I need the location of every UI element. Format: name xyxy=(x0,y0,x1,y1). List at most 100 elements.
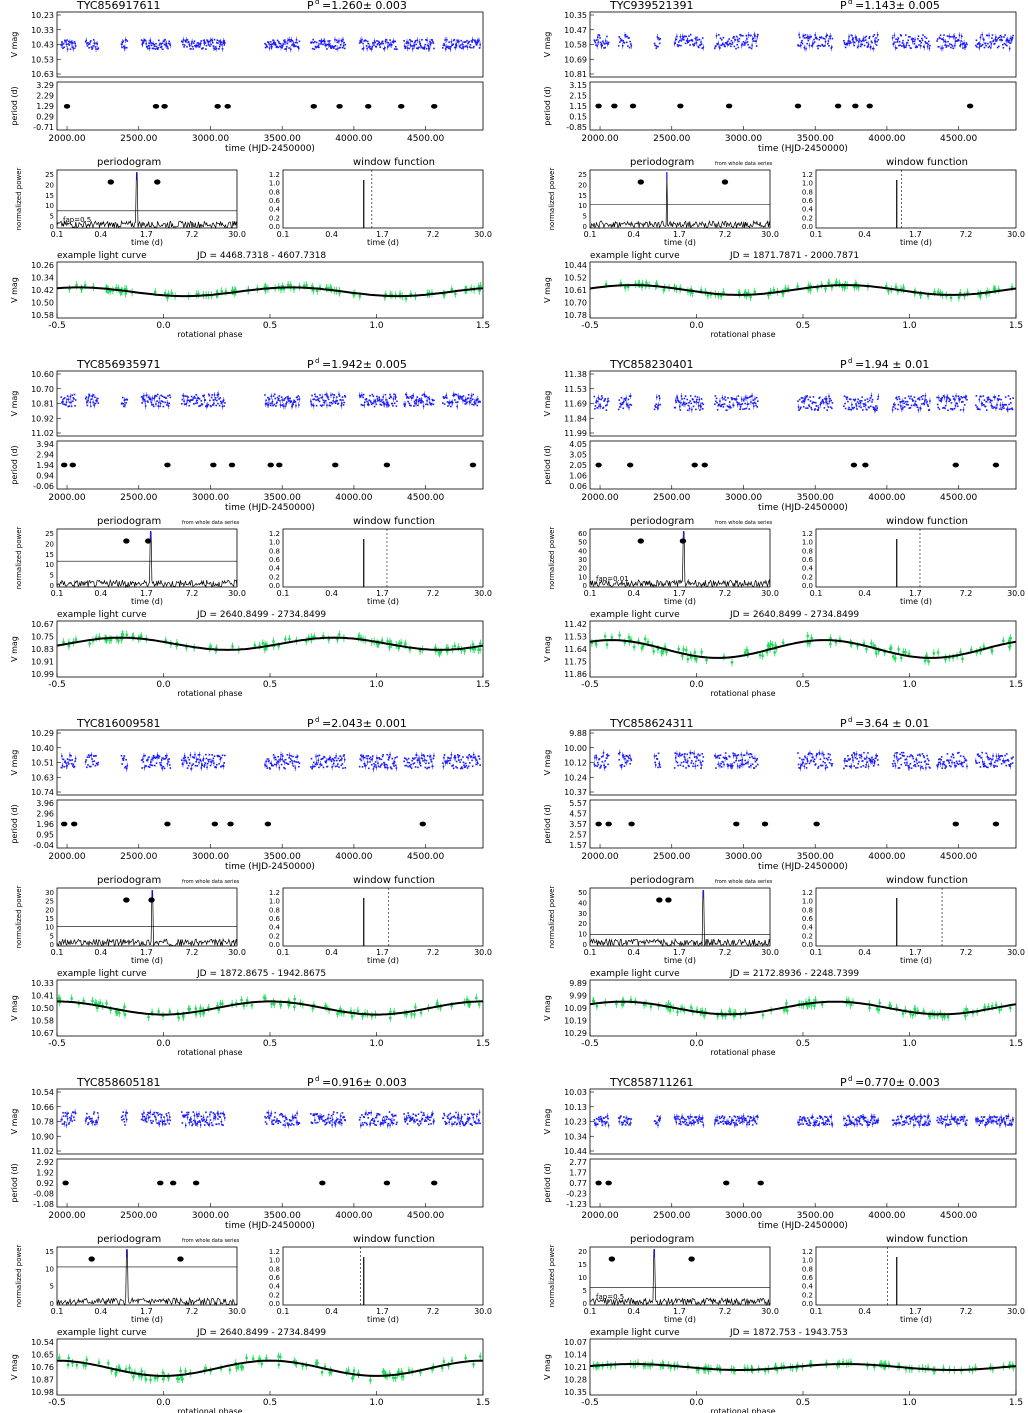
lightcurve-point xyxy=(730,406,732,409)
lightcurve-point xyxy=(949,35,952,38)
freq-tick-label: 1.7 xyxy=(376,589,389,598)
lightcurve-point xyxy=(996,39,998,41)
time-xlabel: time (HJD-2450000) xyxy=(758,144,848,154)
lightcurve-point xyxy=(362,755,364,757)
periodogram-line xyxy=(56,890,238,947)
freq-tick-label: 7.2 xyxy=(186,230,199,239)
lightcurve-point xyxy=(952,398,955,400)
lightcurve-point xyxy=(859,400,861,402)
lightcurve-point xyxy=(734,753,736,755)
lightcurve-point xyxy=(797,763,800,766)
lightcurve-point xyxy=(1003,42,1006,45)
period-point xyxy=(611,103,618,109)
phased-point xyxy=(329,286,332,290)
lightcurve-point xyxy=(452,394,454,397)
period-superscript: d xyxy=(848,357,852,365)
lightcurve-point xyxy=(344,396,347,398)
phase-tick-label: 0.5 xyxy=(263,1039,277,1049)
power-tick-label: 25 xyxy=(45,898,54,906)
phased-point xyxy=(693,651,697,654)
window-tick-label: 1.0 xyxy=(802,539,813,547)
lightcurve-point xyxy=(151,764,154,767)
lightcurve-point xyxy=(810,35,812,38)
lightcurve-point xyxy=(94,46,97,48)
lightcurve-point xyxy=(388,44,390,47)
lightcurve-point xyxy=(723,43,725,46)
lightcurve-point xyxy=(947,397,950,399)
lightcurve-point xyxy=(370,763,373,766)
window-tick-label: 0.0 xyxy=(269,223,280,231)
lightcurve-point xyxy=(798,767,800,769)
lightcurve-point xyxy=(627,45,629,47)
lightcurve-point xyxy=(998,398,1001,401)
window-tick-label: 0.2 xyxy=(269,932,280,940)
lightcurve-point xyxy=(929,44,931,47)
lightcurve-point xyxy=(797,400,799,403)
lightcurve-point xyxy=(332,45,335,48)
lightcurve-point xyxy=(805,396,808,398)
lightcurve-point xyxy=(420,757,423,760)
lightcurve-point xyxy=(311,47,314,50)
lightcurve-point xyxy=(871,398,874,401)
lightcurve-point xyxy=(861,396,864,399)
lightcurve-point xyxy=(981,404,984,406)
lightcurve-point xyxy=(423,755,425,758)
lightcurve-point xyxy=(927,405,930,407)
lightcurve-point xyxy=(465,45,468,47)
phased-point xyxy=(187,1008,190,1011)
lightcurve-point xyxy=(324,393,327,396)
time-tick-label: 2000.00 xyxy=(48,493,85,503)
lightcurve-point xyxy=(272,404,274,407)
lightcurve-point xyxy=(961,396,964,399)
lightcurve-point xyxy=(273,403,275,406)
window-tick-label: 0.2 xyxy=(269,214,280,222)
lightcurve-point xyxy=(906,400,909,403)
lightcurve-point xyxy=(914,46,917,49)
lightcurve-point xyxy=(936,403,939,406)
phased-point xyxy=(88,642,91,645)
lightcurve-point xyxy=(182,757,185,759)
lightcurve-point xyxy=(716,408,719,411)
lightcurve-point xyxy=(296,755,299,758)
period-ylabel: period (d) xyxy=(543,86,552,125)
lightcurve-point xyxy=(808,404,810,406)
phased-point xyxy=(767,645,770,648)
lightcurve-point xyxy=(288,47,290,49)
lightcurve-point xyxy=(460,39,462,42)
lightcurve-point xyxy=(86,404,89,407)
lightcurve-point xyxy=(327,398,330,401)
lightcurve-point xyxy=(317,399,320,402)
lightcurve-point xyxy=(368,757,371,760)
lightcurve-point xyxy=(863,39,865,42)
lightcurve-point xyxy=(925,42,927,44)
lightcurve-point xyxy=(60,766,63,769)
lightcurve-point xyxy=(413,758,415,760)
period-point xyxy=(701,462,708,468)
lightcurve-point xyxy=(723,398,725,400)
lightcurve-point xyxy=(154,396,156,398)
lightcurve-point xyxy=(276,762,278,764)
phased-point xyxy=(902,288,905,291)
lightcurve-point xyxy=(214,46,217,48)
window-tick-label: 1.0 xyxy=(802,180,813,188)
lightcurve-point xyxy=(362,393,365,396)
lightcurve-point xyxy=(199,758,201,761)
lightcurve-point xyxy=(126,40,129,42)
lightcurve-point xyxy=(692,762,695,765)
lightcurve-point xyxy=(377,399,380,402)
period-tick-label: 3.15 xyxy=(569,81,587,90)
lightcurve-point xyxy=(798,757,801,759)
phased-point xyxy=(610,636,614,639)
phased-point xyxy=(363,1012,367,1015)
lightcurve-point xyxy=(857,402,860,405)
lightcurve-point xyxy=(1004,396,1007,398)
lightcurve-point xyxy=(808,762,811,765)
lightcurve-point xyxy=(429,755,432,757)
lightcurve-point xyxy=(388,404,390,407)
lightcurve-point xyxy=(747,403,750,405)
lightcurve-point xyxy=(598,34,601,37)
lightcurve-point xyxy=(1011,36,1014,39)
lightcurve-point xyxy=(909,406,912,409)
lightcurve-point xyxy=(955,402,958,404)
lightcurve-point xyxy=(805,407,807,409)
